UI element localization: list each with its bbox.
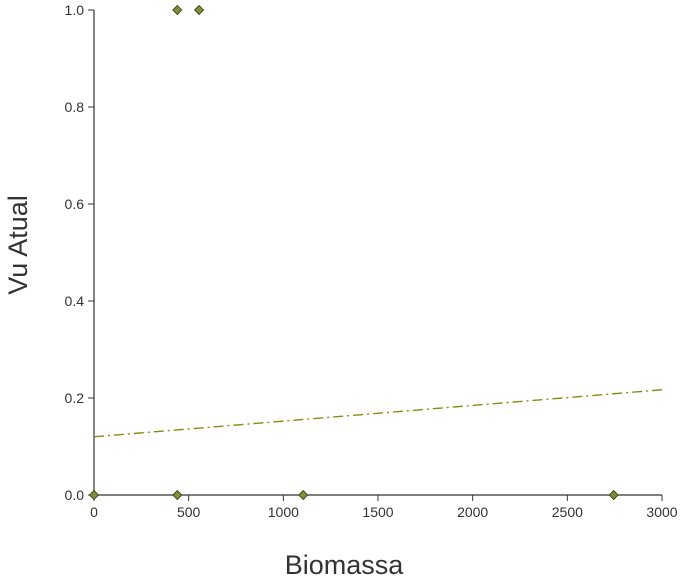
x-tick-label: 2000 <box>457 504 488 520</box>
x-tick-label: 3000 <box>646 504 677 520</box>
data-point <box>298 489 309 501</box>
trendline <box>93 389 663 438</box>
y-tick-label: 0.0 <box>65 487 85 503</box>
y-tick-label: 0.8 <box>65 99 85 115</box>
axes <box>93 10 662 496</box>
y-axis-title: Vu Atual <box>3 195 33 295</box>
x-tick-label: 1000 <box>268 504 299 520</box>
y-tick-label: 1.0 <box>65 2 85 18</box>
x-tick-label: 500 <box>177 504 201 520</box>
data-point <box>172 489 183 501</box>
data-point <box>88 489 100 501</box>
y-tick-label: 0.6 <box>65 196 85 212</box>
x-axis-title: Biomassa <box>285 550 405 579</box>
x-tick-label: 2500 <box>552 504 583 520</box>
y-tick-label: 0.2 <box>65 390 85 406</box>
data-point <box>172 4 183 16</box>
data-point <box>194 4 205 16</box>
ticks: 0 500 1000 1500 2000 2500 3000 0.0 0.2 0.4 0.6 0.8 1… <box>65 2 678 520</box>
data-points <box>88 4 619 501</box>
x-tick-label: 1500 <box>362 504 393 520</box>
x-tick-label: 0 <box>90 504 98 520</box>
data-point <box>608 489 619 501</box>
y-tick-label: 0.4 <box>65 293 85 309</box>
trendline-group <box>93 389 663 438</box>
